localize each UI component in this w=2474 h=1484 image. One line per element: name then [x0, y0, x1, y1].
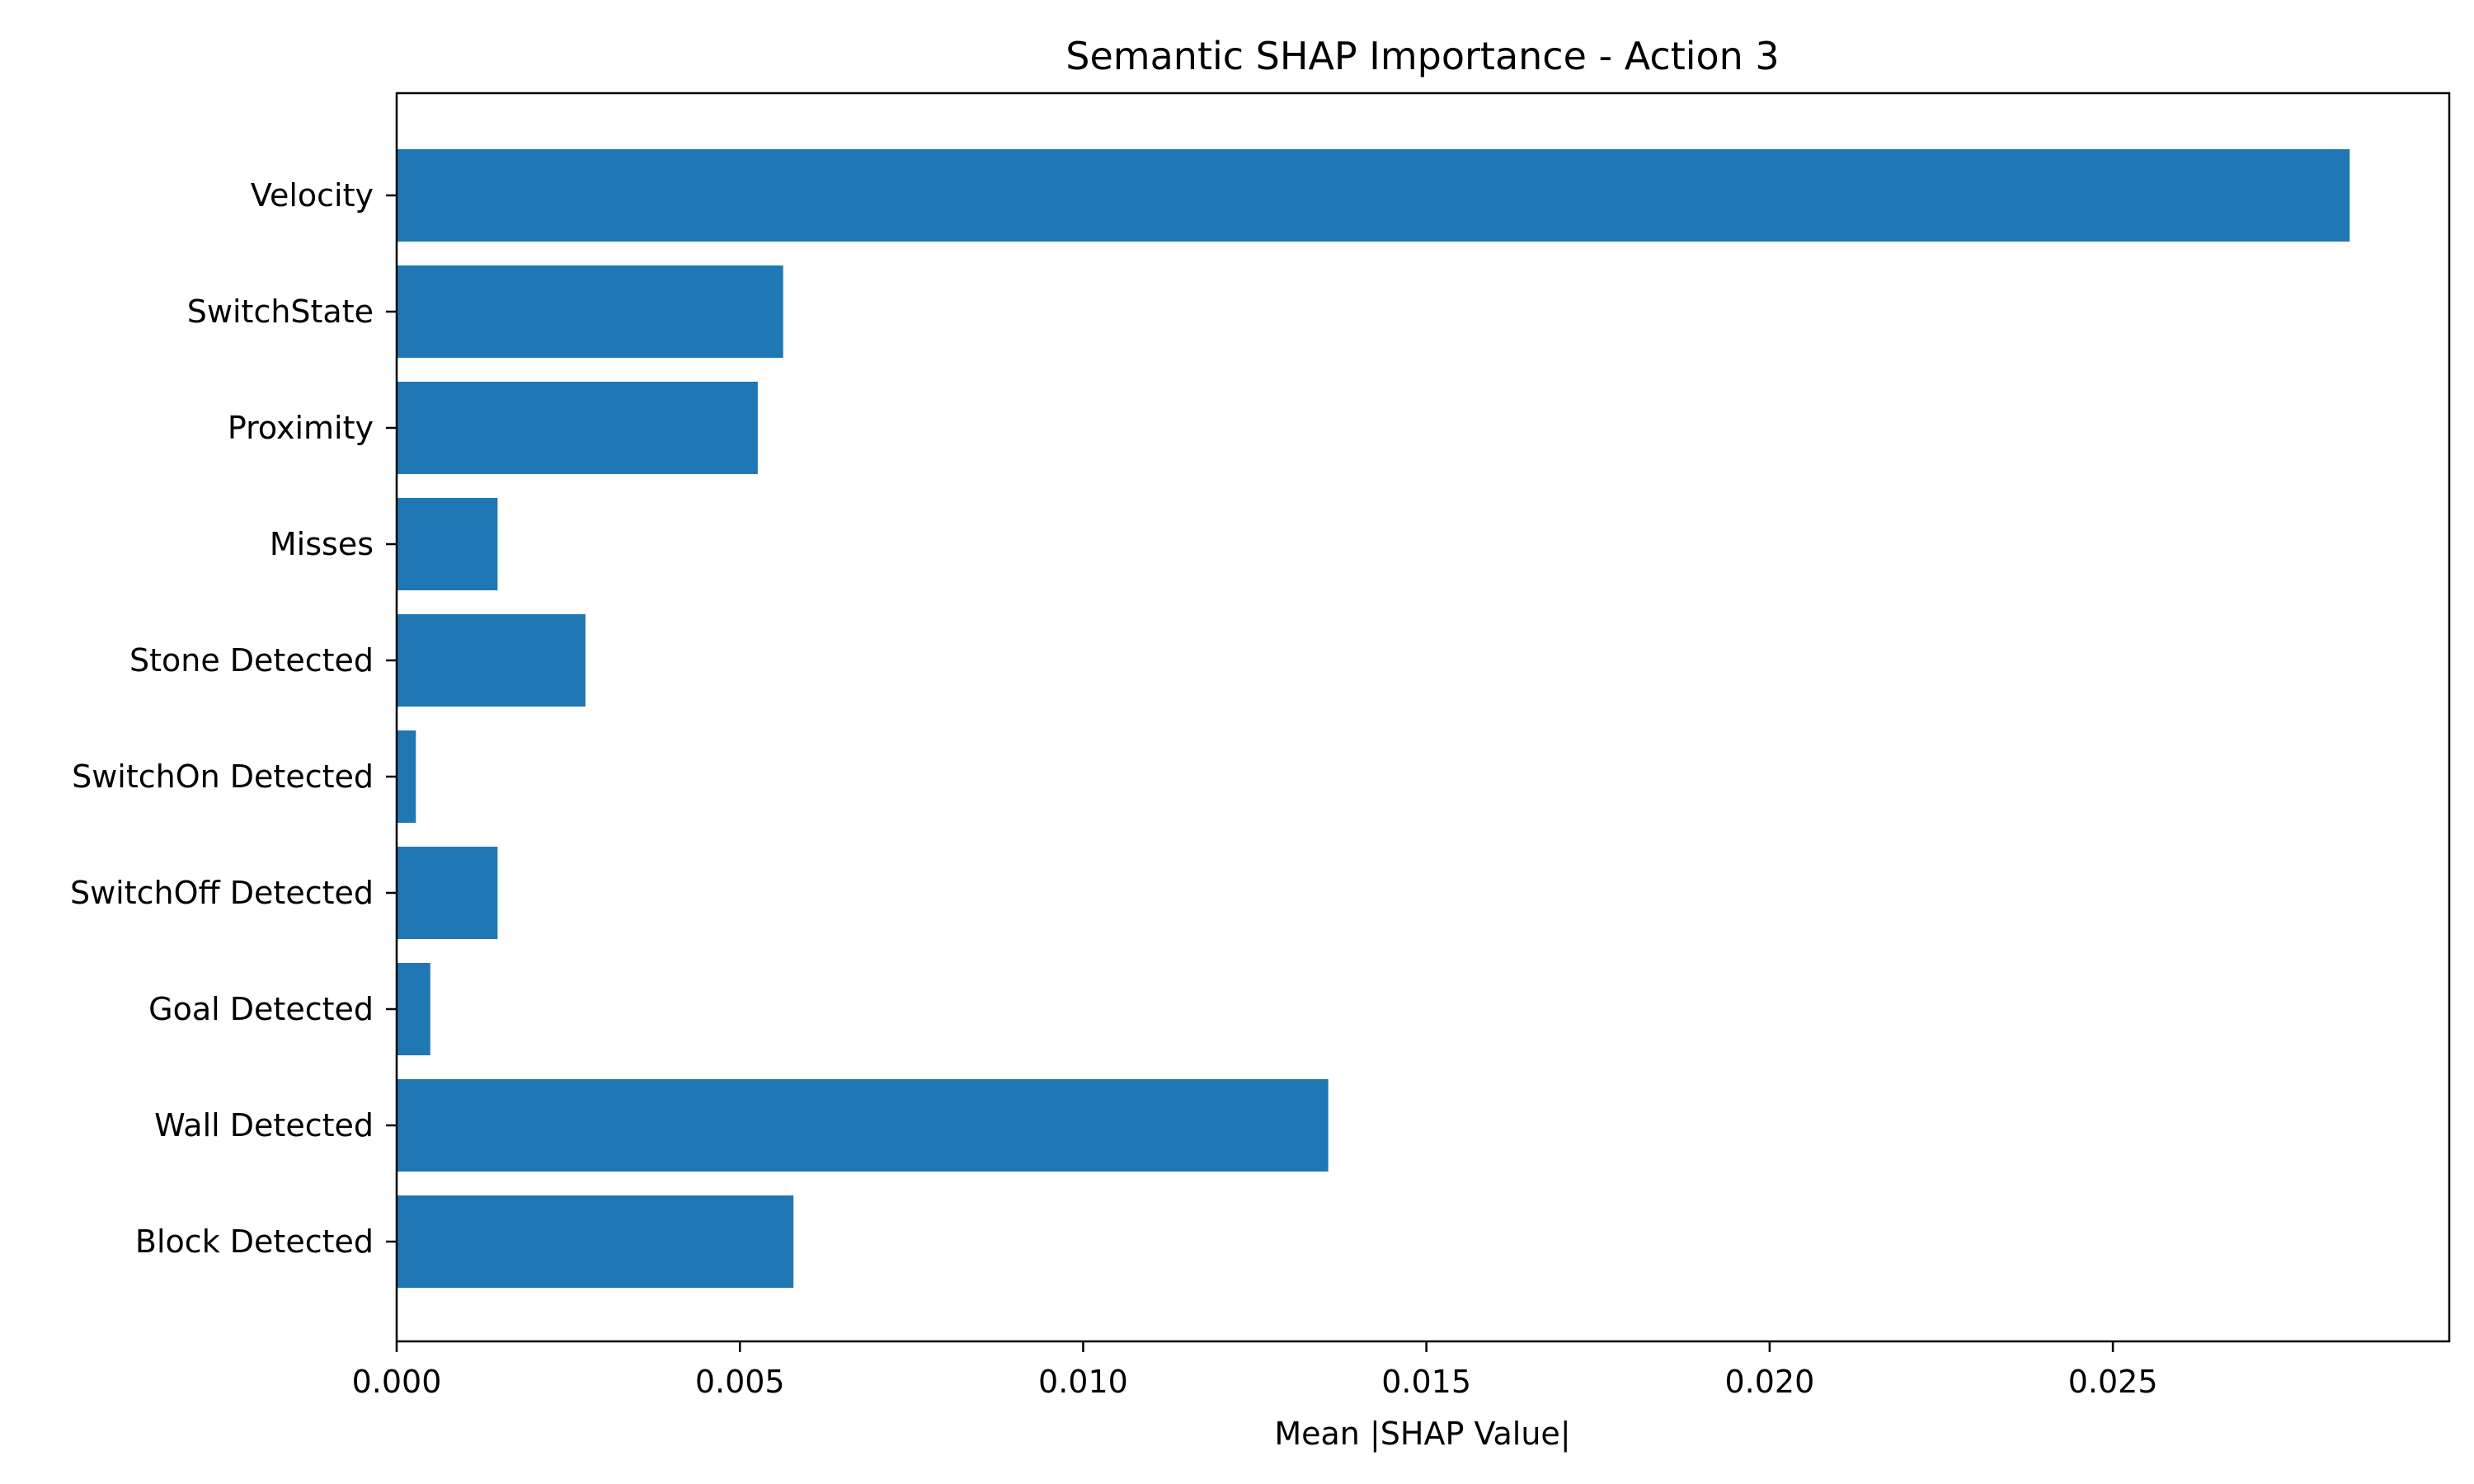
category-labels-group: Velocity SwitchState Proximity Misses Stone …: [70, 177, 397, 1260]
category-label: Block Detected: [135, 1223, 374, 1260]
x-tick-label: 0.010: [1038, 1364, 1128, 1400]
bar-switchoff-detected: [397, 847, 498, 939]
bar-goal-detected: [397, 963, 430, 1055]
bar-switchstate: [397, 265, 783, 358]
category-label: Wall Detected: [154, 1107, 374, 1144]
category-label: SwitchOff Detected: [70, 875, 374, 911]
x-tick-label: 0.025: [2068, 1364, 2158, 1400]
category-label: Proximity: [228, 410, 374, 446]
category-label: Goal Detected: [148, 991, 374, 1027]
x-ticks-group: 0.000 0.005 0.010 0.015 0.020 0.025: [352, 1341, 2158, 1400]
bar-velocity: [397, 149, 2350, 242]
bar-block-detected: [397, 1195, 794, 1288]
chart-title: Semantic SHAP Importance - Action 3: [1065, 34, 1779, 78]
bars-group: [397, 149, 2350, 1288]
category-label: Velocity: [251, 177, 374, 214]
bar-misses: [397, 498, 498, 590]
bar-wall-detected: [397, 1079, 1329, 1172]
bar-stone-detected: [397, 614, 586, 707]
x-tick-label: 0.000: [352, 1364, 442, 1400]
bar-switchon-detected: [397, 730, 416, 823]
category-label: SwitchOn Detected: [72, 758, 374, 795]
x-axis-label: Mean |SHAP Value|: [1274, 1416, 1570, 1453]
x-tick-label: 0.005: [695, 1364, 785, 1400]
bar-proximity: [397, 382, 758, 474]
x-tick-label: 0.015: [1381, 1364, 1471, 1400]
x-tick-label: 0.020: [1724, 1364, 1814, 1400]
category-label: Misses: [270, 526, 374, 562]
plot-frame: [395, 92, 2451, 1343]
category-label: SwitchState: [187, 294, 374, 330]
category-label: Stone Detected: [129, 642, 374, 679]
